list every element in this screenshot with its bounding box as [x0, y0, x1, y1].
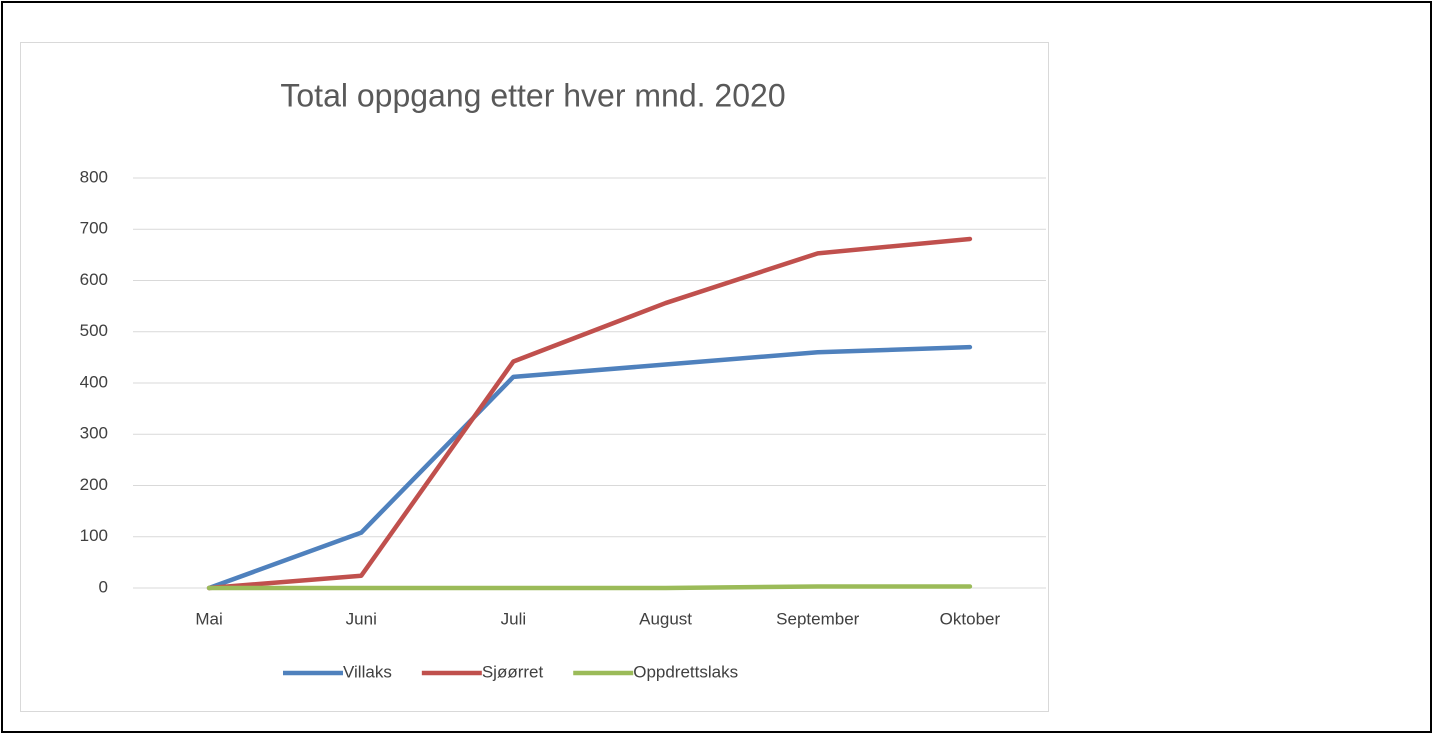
legend-label: Villaks: [343, 662, 392, 681]
x-tick-label: Mai: [195, 609, 222, 628]
x-tick-label: September: [776, 609, 859, 628]
y-tick-label: 400: [80, 372, 108, 391]
y-tick-label: 500: [80, 321, 108, 340]
data-line: [206, 236, 973, 591]
y-tick-label: 0: [99, 577, 108, 596]
x-tick-label: Oktober: [940, 609, 1001, 628]
y-tick-label: 100: [80, 526, 108, 545]
y-tick-label: 200: [80, 475, 108, 494]
x-tick-label: August: [639, 609, 692, 628]
y-tick-label: 800: [80, 167, 108, 186]
data-line: [206, 584, 973, 591]
y-tick-label: 700: [80, 219, 108, 238]
x-tick-label: Juni: [346, 609, 377, 628]
legend-label: Sjøørret: [482, 662, 544, 681]
legend-label: Oppdrettslaks: [633, 662, 738, 681]
data-line: [206, 344, 973, 591]
y-tick-label: 600: [80, 270, 108, 289]
x-tick-label: Juli: [501, 609, 527, 628]
y-tick-label: 300: [80, 424, 108, 443]
chart-title: Total oppgang etter hver mnd. 2020: [280, 77, 785, 113]
